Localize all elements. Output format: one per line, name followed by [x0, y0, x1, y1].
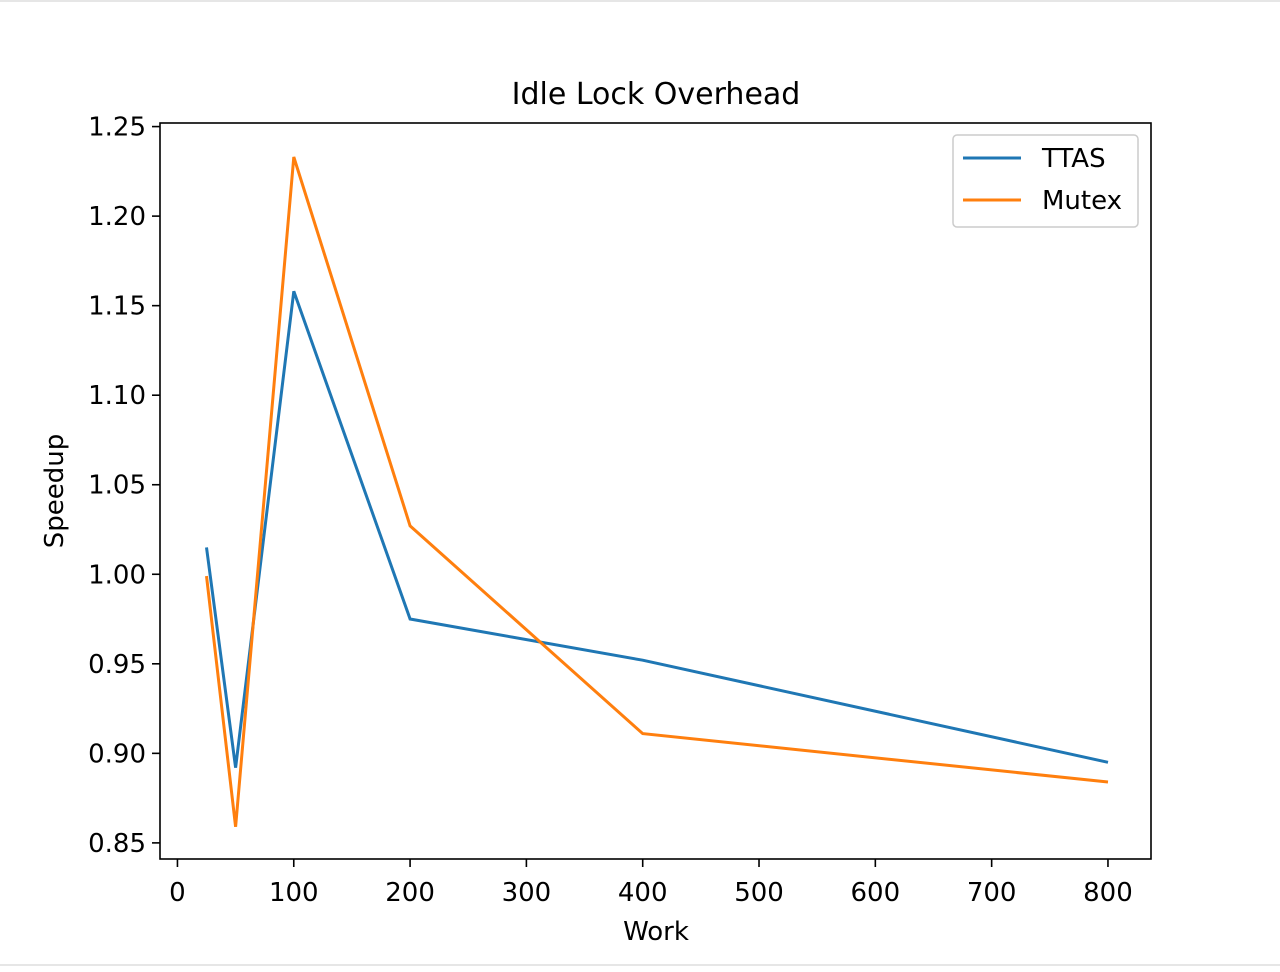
plot-layer: [205, 156, 1109, 827]
x-tick-label: 600: [851, 878, 901, 908]
y-tick-label: 1.05: [88, 471, 146, 501]
y-tick-label: 1.10: [88, 381, 146, 411]
y-axis: 0.85 0.90 0.95 1.00 1.05 1.10 1.15 1.20 1.25: [88, 113, 160, 859]
x-axis-label: Work: [623, 917, 689, 947]
y-tick-label: 0.90: [88, 739, 146, 769]
y-axis-label: Speedup: [40, 434, 70, 549]
y-tick-label: 1.15: [88, 292, 146, 322]
chart-title: Idle Lock Overhead: [512, 77, 801, 112]
y-tick-label: 1.00: [88, 560, 146, 590]
x-axis: 0 100 200 300 400 500 600 700 800: [169, 859, 1133, 908]
y-tick-label: 1.25: [88, 113, 146, 143]
x-tick-label: 500: [734, 878, 784, 908]
series-line-ttas: [205, 290, 1109, 768]
x-tick-label: 400: [618, 878, 668, 908]
legend-label: Mutex: [1042, 186, 1122, 216]
x-tick-label: 300: [502, 878, 552, 908]
plot-area-frame: [159, 122, 1152, 860]
series-line-mutex: [205, 156, 1109, 827]
x-tick-label: 100: [269, 878, 319, 908]
y-tick-label: 1.20: [88, 202, 146, 232]
x-tick-label: 700: [967, 878, 1017, 908]
legend-label: TTAS: [1041, 144, 1106, 174]
y-tick-label: 0.95: [88, 650, 146, 680]
legend: TTAS Mutex: [952, 134, 1139, 228]
y-tick-label: 0.85: [88, 829, 146, 859]
x-tick-label: 200: [385, 878, 435, 908]
x-tick-label: 800: [1083, 878, 1133, 908]
x-tick-label: 0: [169, 878, 186, 908]
